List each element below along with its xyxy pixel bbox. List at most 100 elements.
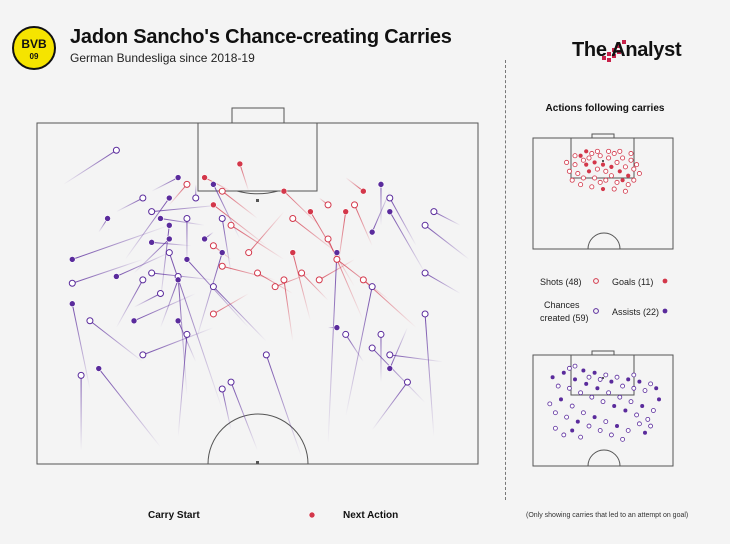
carry-line (371, 347, 426, 403)
mini-assist-point (561, 370, 566, 375)
mini-assist-point (550, 375, 555, 380)
mini-shot-point (631, 166, 637, 172)
carry-line (177, 334, 188, 437)
legend-assists-label: Assists (22) (612, 307, 660, 317)
center-circle (207, 413, 309, 465)
chance-point (227, 378, 235, 386)
assist-point (210, 181, 217, 188)
mini-goal-point (609, 164, 614, 169)
mini-chance-point (637, 421, 642, 427)
analyst-brand-icon (602, 40, 626, 62)
carry-line (63, 149, 117, 185)
mini-goal-point (592, 160, 597, 165)
mini-shot-point (634, 162, 640, 168)
carry-line (116, 197, 144, 213)
carry-line (177, 320, 197, 362)
mini-chance-point (645, 416, 651, 422)
assist-point (113, 273, 120, 280)
carry-line (274, 272, 311, 288)
carry-line (301, 272, 329, 301)
mini-shot-point (614, 159, 620, 165)
mini-shot-point (572, 153, 578, 159)
mini-chance-point (603, 419, 609, 425)
mini-chance-point (569, 403, 575, 409)
mini-goal-point (600, 162, 606, 167)
chance-point (77, 371, 85, 379)
carry-line (168, 184, 188, 206)
chance-point (262, 351, 270, 359)
shot-point (254, 269, 261, 277)
mini-shot-point (628, 157, 634, 163)
shot-point (183, 180, 191, 188)
assist-point (166, 194, 173, 202)
shot-point (324, 201, 332, 209)
mini-shot-point (589, 184, 595, 190)
carry-line (151, 272, 214, 281)
chance-point (377, 330, 385, 338)
mini-goal-point (578, 153, 583, 158)
mini-goal-point (584, 149, 589, 154)
chance-point (368, 283, 376, 291)
chance-point (192, 194, 200, 202)
carry-line (204, 177, 232, 192)
shot-point (315, 276, 323, 284)
mini-assist-point (573, 377, 577, 382)
chance-point (421, 310, 429, 318)
mini-chance-point (651, 408, 656, 413)
assist-point (68, 300, 76, 308)
carry-line (151, 177, 179, 192)
chance-point (342, 330, 350, 338)
chance-point (183, 214, 191, 222)
mini-chance-point (547, 401, 553, 407)
shot-point (324, 235, 332, 243)
carry-line (98, 368, 161, 448)
shot-point (289, 214, 297, 222)
mini-chance-point (553, 410, 558, 416)
mini-chance-point (609, 432, 614, 438)
carry-line (160, 279, 179, 328)
carry-line (213, 204, 267, 247)
goal-point (342, 208, 350, 215)
carry-line (239, 163, 250, 192)
mini-assist-point (657, 397, 661, 402)
carry-line (283, 190, 320, 226)
mini-assist-point (570, 428, 575, 433)
assist-point (148, 239, 155, 246)
mini-chance-point (620, 383, 625, 389)
legend-goals-label: Goals (11) (612, 277, 654, 287)
mini-assist-point (612, 404, 617, 409)
mini-chance-point (578, 434, 583, 440)
panel-divider (505, 60, 506, 500)
carry-line (195, 252, 223, 342)
carry-line (160, 217, 205, 226)
chance-point (68, 279, 76, 287)
chance-point (218, 214, 226, 222)
mini-assist-point (609, 379, 614, 384)
carry-line (213, 293, 249, 315)
mini-assist-point (626, 377, 631, 382)
mini-shot-point (575, 171, 581, 177)
mini-goal-point (626, 173, 631, 178)
mini-assist-point (640, 404, 645, 409)
mini-assist-point (643, 430, 647, 435)
mini-shot-point (628, 151, 634, 157)
mini-assist-point (575, 419, 580, 424)
carry-line (177, 276, 188, 396)
carry-line (424, 313, 435, 437)
mini-shot-point (620, 155, 626, 161)
shot-point (280, 276, 288, 284)
carry-line (433, 211, 461, 226)
carry-line (133, 293, 161, 308)
carry-line (336, 211, 347, 274)
carry-line (133, 238, 170, 274)
mini-shot-point (580, 157, 586, 163)
legend-shots-label: Shots (48) (540, 277, 582, 287)
carry-line (221, 190, 258, 219)
chance-point (209, 283, 217, 291)
mini-chance-point (589, 394, 595, 400)
mini-chance-point (555, 383, 561, 389)
